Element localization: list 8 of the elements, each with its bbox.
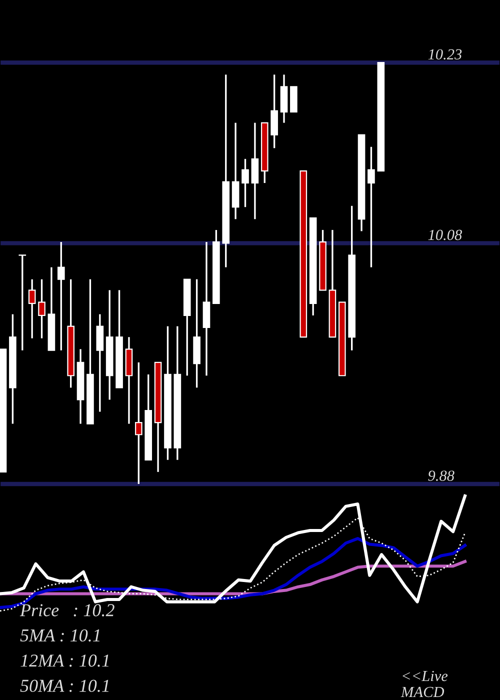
y-tick-label: 9.88 xyxy=(428,470,454,481)
annotation: Price : 10.2 xyxy=(20,604,114,616)
text: 5MA : 10.1 xyxy=(20,629,100,642)
y-tick-label: 10.08 xyxy=(428,230,462,240)
text: 50MA : 10.1 xyxy=(20,680,109,692)
y-tick-label: 10.23 xyxy=(428,49,462,60)
text: <<Live MACD xyxy=(400,670,448,698)
text: 12MA : 10.1 xyxy=(20,654,109,667)
